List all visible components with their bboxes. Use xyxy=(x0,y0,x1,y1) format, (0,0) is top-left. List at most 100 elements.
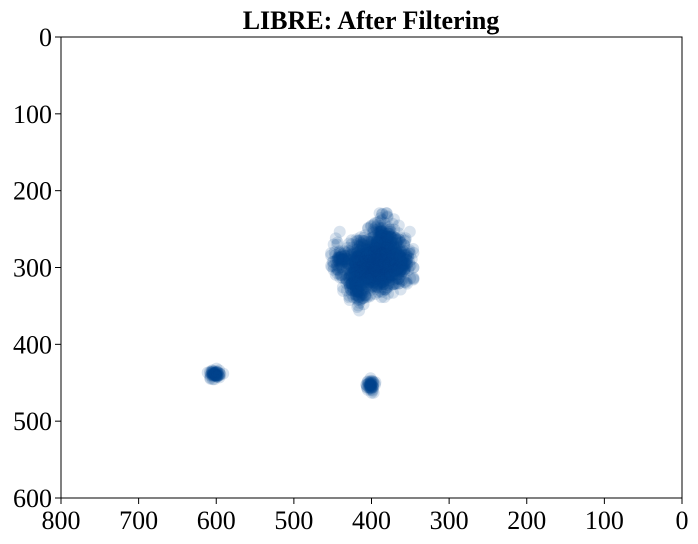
scatter-point xyxy=(349,285,362,298)
scatter-point xyxy=(356,276,369,289)
scatter-point xyxy=(359,261,372,274)
scatter-point xyxy=(351,262,364,275)
scatter-point xyxy=(348,251,361,264)
scatter-point xyxy=(395,275,408,287)
scatter-point xyxy=(362,221,375,234)
scatter-point xyxy=(361,258,374,271)
scatter-point xyxy=(372,264,385,277)
scatter-point xyxy=(351,275,364,288)
scatter-point xyxy=(374,237,386,250)
scatter-point xyxy=(359,248,372,261)
scatter-point xyxy=(368,264,381,277)
scatter-point xyxy=(363,270,376,283)
scatter-point xyxy=(345,261,358,274)
scatter-point xyxy=(386,249,399,262)
scatter-point xyxy=(384,223,397,236)
scatter-point xyxy=(371,251,384,264)
scatter-point xyxy=(375,255,388,267)
scatter-point xyxy=(335,250,348,263)
scatter-point xyxy=(335,250,348,263)
scatter-point xyxy=(360,378,373,391)
x-tick-label: 100 xyxy=(585,506,624,535)
scatter-point xyxy=(379,231,392,244)
scatter-point xyxy=(380,283,393,296)
scatter-point xyxy=(383,230,396,243)
scatter-point xyxy=(380,239,393,252)
scatter-point xyxy=(367,252,380,265)
scatter-point xyxy=(371,256,384,268)
scatter-point xyxy=(350,233,363,246)
scatter-point xyxy=(362,249,375,262)
scatter-point xyxy=(348,247,361,260)
scatter-point xyxy=(396,265,409,278)
scatter-point xyxy=(206,364,219,377)
scatter-point xyxy=(379,274,392,287)
scatter-point xyxy=(358,252,370,265)
scatter-point xyxy=(372,253,385,266)
scatter-point xyxy=(372,268,385,281)
scatter-point xyxy=(381,230,394,243)
scatter-point xyxy=(400,253,413,266)
scatter-point xyxy=(378,291,391,304)
scatter-point xyxy=(355,284,368,296)
scatter-point xyxy=(370,238,383,251)
scatter-point xyxy=(346,248,358,261)
scatter-point xyxy=(362,380,375,393)
scatter-point xyxy=(340,277,353,290)
scatter-point xyxy=(381,250,394,263)
scatter-point xyxy=(357,242,370,255)
scatter-point xyxy=(372,241,384,254)
scatter-point xyxy=(346,257,359,270)
scatter-point xyxy=(354,265,366,278)
scatter-point xyxy=(369,246,381,259)
scatter-point xyxy=(369,241,382,254)
scatter-point xyxy=(357,266,369,279)
scatter-point xyxy=(340,253,353,265)
scatter-point xyxy=(342,257,355,270)
scatter-point xyxy=(371,257,384,270)
scatter-point xyxy=(374,276,387,289)
scatter-point xyxy=(373,267,386,280)
scatter-point xyxy=(377,266,390,279)
scatter-point xyxy=(392,259,405,272)
scatter-point xyxy=(326,260,339,273)
scatter-point xyxy=(380,268,393,281)
scatter-point xyxy=(349,276,362,288)
scatter-point xyxy=(379,242,392,255)
scatter-point xyxy=(374,236,387,249)
scatter-point xyxy=(363,273,376,286)
scatter-point xyxy=(331,238,344,251)
scatter-point xyxy=(395,263,408,276)
scatter-point xyxy=(363,290,376,303)
scatter-point xyxy=(363,265,376,278)
scatter-point xyxy=(349,288,362,301)
scatter-point xyxy=(382,257,395,270)
scatter-point xyxy=(366,380,379,393)
scatter-point xyxy=(394,250,407,263)
scatter-point xyxy=(371,272,384,284)
scatter-point xyxy=(366,266,379,279)
scatter-point xyxy=(373,228,386,240)
scatter-point xyxy=(212,369,225,382)
scatter-point xyxy=(377,225,390,238)
scatter-point xyxy=(345,272,358,285)
scatter-point xyxy=(343,278,356,291)
scatter-point xyxy=(387,239,400,252)
scatter-point xyxy=(384,243,397,256)
scatter-point xyxy=(361,272,374,285)
scatter-point xyxy=(347,263,360,276)
scatter-point xyxy=(378,236,391,249)
scatter-point xyxy=(372,256,385,269)
scatter-point xyxy=(387,264,400,277)
scatter-point xyxy=(393,253,406,266)
scatter-point xyxy=(210,369,223,382)
scatter-point xyxy=(380,268,393,281)
scatter-point xyxy=(370,249,383,261)
scatter-point xyxy=(361,272,373,285)
scatter-point xyxy=(407,261,420,274)
scatter-point xyxy=(372,271,385,283)
scatter-point xyxy=(349,282,362,295)
scatter-point xyxy=(375,271,388,284)
scatter-point xyxy=(363,259,376,272)
scatter-point xyxy=(209,369,222,382)
